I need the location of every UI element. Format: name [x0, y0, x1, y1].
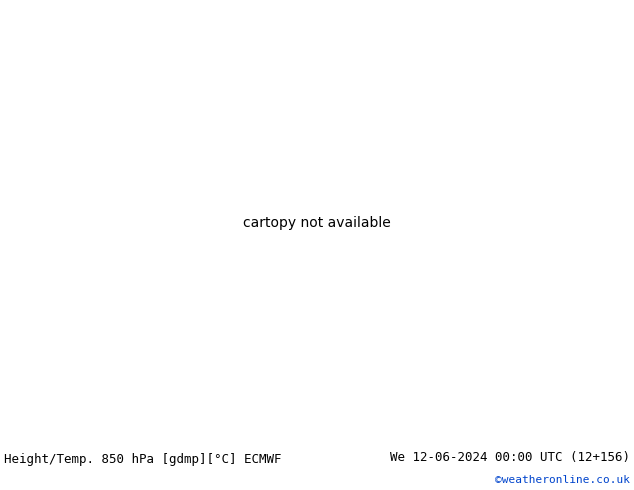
Text: We 12-06-2024 00:00 UTC (12+156): We 12-06-2024 00:00 UTC (12+156)	[390, 451, 630, 465]
Text: ©weatheronline.co.uk: ©weatheronline.co.uk	[495, 475, 630, 485]
Text: cartopy not available: cartopy not available	[243, 216, 391, 230]
Text: Height/Temp. 850 hPa [gdmp][°C] ECMWF: Height/Temp. 850 hPa [gdmp][°C] ECMWF	[4, 453, 281, 466]
